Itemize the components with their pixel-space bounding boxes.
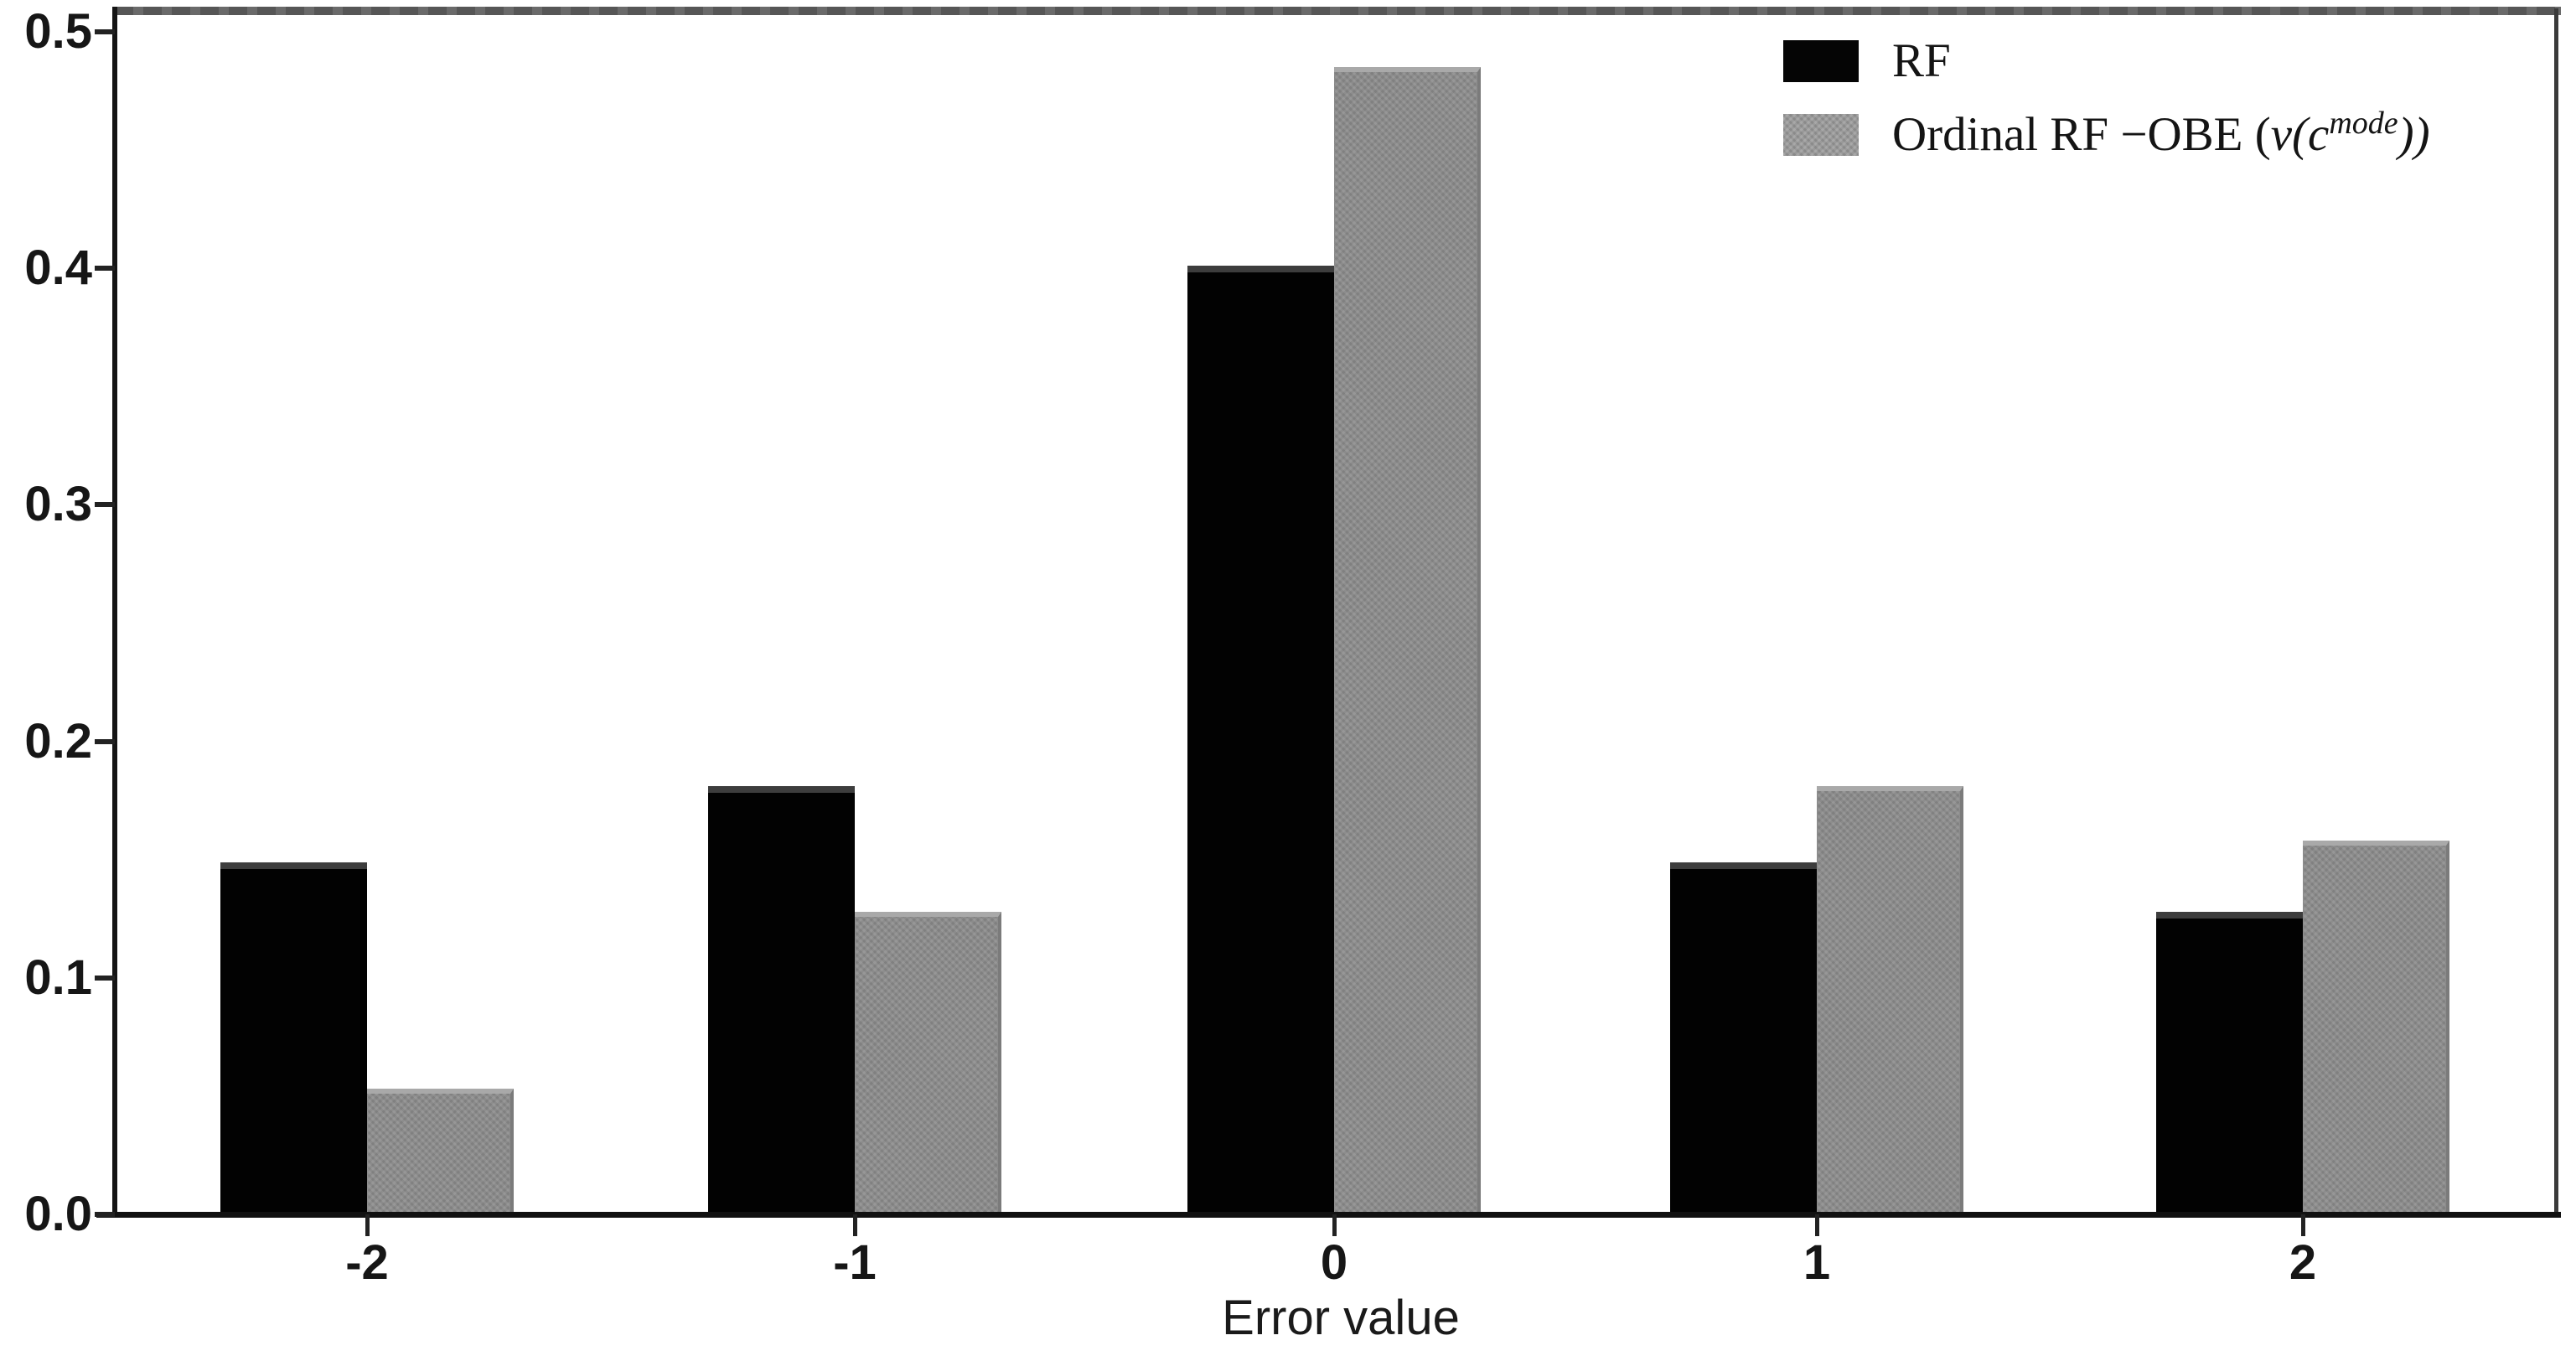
y-tick-label-0.3: 0.3 <box>24 477 92 532</box>
x-tick-mark--2 <box>365 1214 370 1236</box>
bar-ordinal-rf-obe-1 <box>1817 786 1963 1214</box>
legend-ordinal-superscript: mode <box>2329 106 2398 141</box>
x-tick-label--1: -1 <box>833 1235 877 1290</box>
bar-ordinal-rf-obe--2 <box>367 1089 514 1214</box>
x-tick-label-1: 1 <box>1803 1235 1831 1290</box>
y-tick-label-0.1: 0.1 <box>24 950 92 1005</box>
plot-right-spine <box>2554 8 2558 1215</box>
legend-swatch-rf <box>1783 40 1859 82</box>
bar-ordinal-rf-obe-2 <box>2303 841 2449 1214</box>
bar-rf-2 <box>2156 912 2303 1214</box>
bar-ordinal-rf-obe--1 <box>855 912 1001 1214</box>
legend-label-ordinal-rf-obe: Ordinal RF −OBE (v(cmode)) <box>1892 106 2430 161</box>
y-tick-mark-0.4 <box>95 266 115 272</box>
legend-ordinal-suffix: )) <box>2398 108 2430 161</box>
legend-item-rf: RF <box>1783 35 2430 87</box>
legend-swatch-ordinal-rf-obe <box>1783 114 1859 156</box>
x-tick-label-0: 0 <box>1320 1235 1348 1290</box>
y-tick-label-0.2: 0.2 <box>24 713 92 769</box>
x-tick-mark--1 <box>853 1214 857 1236</box>
y-tick-mark-0.3 <box>95 502 115 508</box>
legend-ordinal-prefix: Ordinal RF −OBE ( <box>1892 108 2271 161</box>
plot-left-spine <box>112 7 117 1215</box>
y-tick-label-0.5: 0.5 <box>24 4 92 59</box>
x-tick-mark-1 <box>1815 1214 1819 1236</box>
bar-rf--2 <box>220 862 367 1214</box>
legend-ordinal-math: v(c <box>2270 108 2330 161</box>
bar-rf-0 <box>1187 266 1334 1214</box>
legend: RF Ordinal RF −OBE (v(cmode)) <box>1783 35 2430 161</box>
y-tick-mark-0.1 <box>95 975 115 981</box>
y-tick-label-0.4: 0.4 <box>24 241 92 296</box>
y-tick-mark-0.5 <box>95 29 115 34</box>
x-axis-title: Error value <box>1222 1291 1460 1345</box>
plot-x-axis-line <box>96 1212 2561 1218</box>
x-tick-mark-2 <box>2301 1214 2305 1236</box>
bar-rf-1 <box>1670 862 1817 1214</box>
bar-rf--1 <box>708 786 855 1214</box>
y-tick-mark-0.2 <box>95 738 115 744</box>
y-tick-label-0.0: 0.0 <box>24 1187 92 1241</box>
plot-top-spine <box>115 7 2561 15</box>
y-tick-mark-0.0 <box>95 1212 115 1217</box>
bar-ordinal-rf-obe-0 <box>1334 67 1481 1214</box>
x-tick-mark-0 <box>1332 1214 1337 1236</box>
x-tick-label--2: -2 <box>345 1235 389 1290</box>
legend-label-rf: RF <box>1892 34 1951 87</box>
legend-item-ordinal-rf-obe: Ordinal RF −OBE (v(cmode)) <box>1783 106 2430 161</box>
x-tick-label-2: 2 <box>2289 1235 2317 1290</box>
